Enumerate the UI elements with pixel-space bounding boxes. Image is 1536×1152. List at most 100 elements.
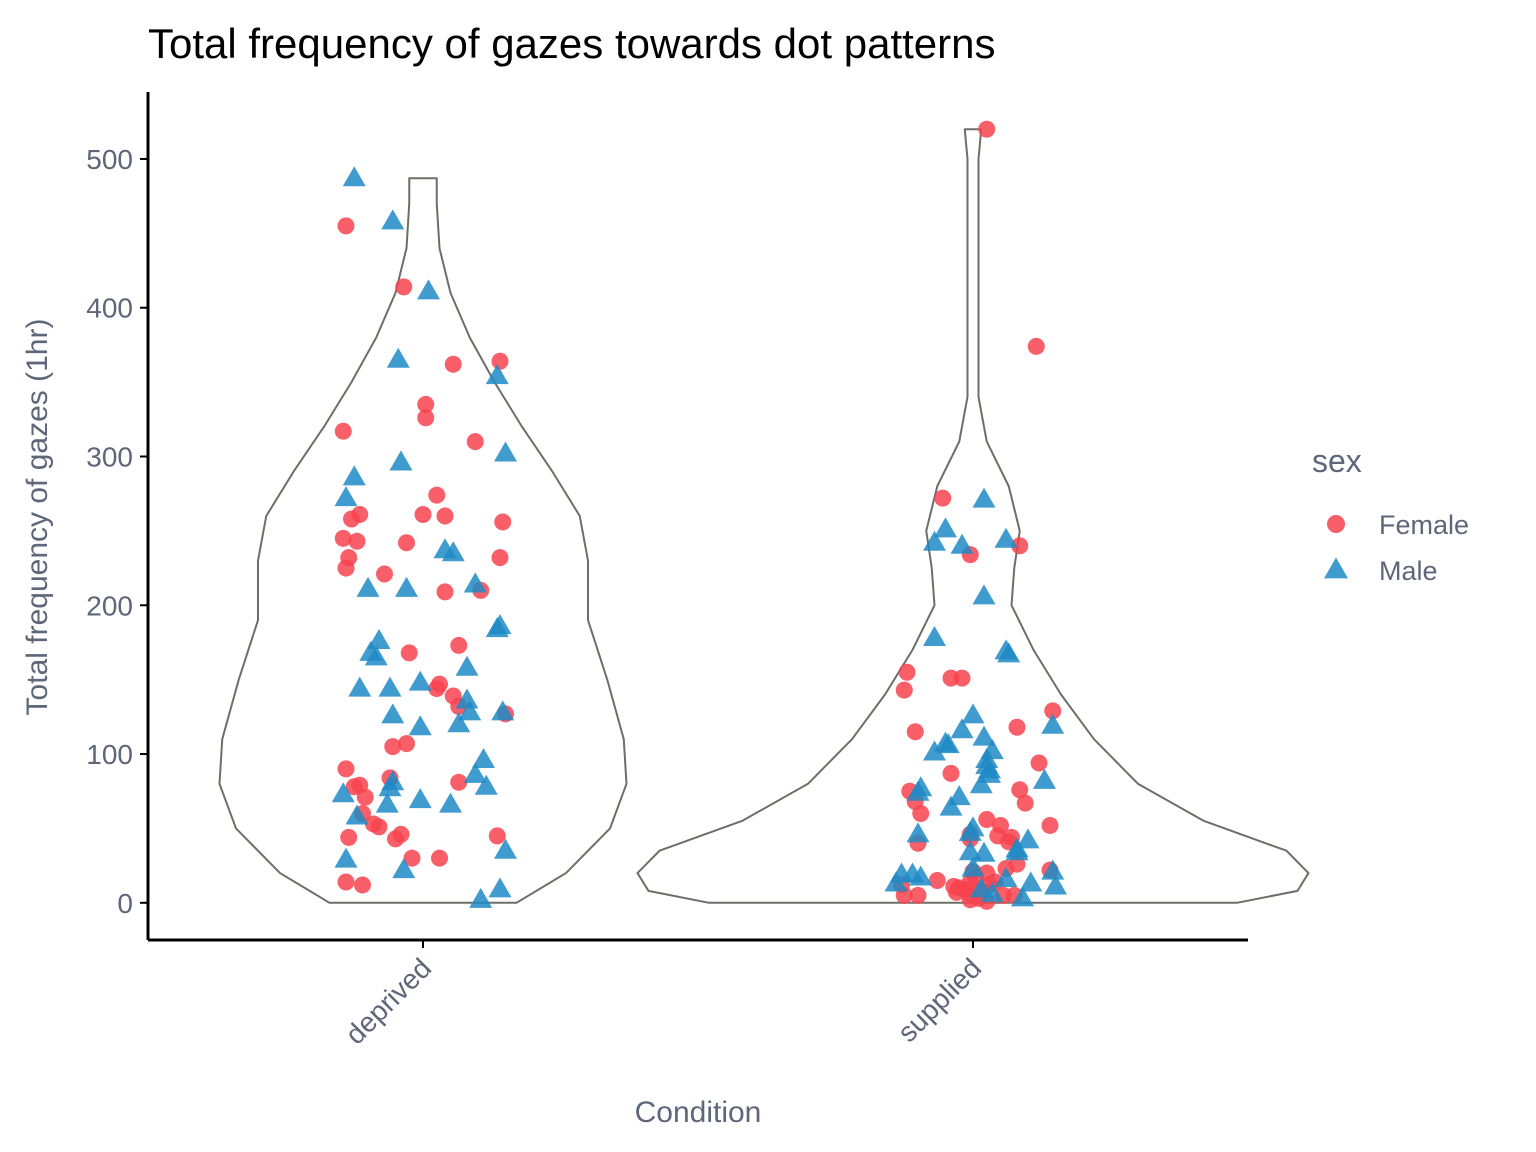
point-deprived-male [491,700,515,721]
point-deprived-female [428,486,446,504]
point-supplied-male [969,773,993,794]
plot-area [218,120,1310,910]
point-supplied-male [1041,859,1065,880]
point-deprived-female [417,409,435,427]
y-axis: 0 100 200 300 400 500 [86,92,150,940]
point-deprived-female [334,422,352,440]
point-supplied-male [923,625,946,646]
point-deprived-female [340,828,358,846]
point-supplied-male [884,871,908,892]
legend-key-male [1324,557,1348,579]
point-supplied-male [961,703,985,724]
point-deprived-male [375,792,399,813]
point-deprived-female [345,778,363,796]
point-deprived-female [398,735,415,753]
x-axis-title: Condition [635,1096,762,1129]
point-deprived-male [463,572,487,593]
point-supplied-male [934,517,957,538]
point-deprived-female [395,278,413,296]
point-supplied-male [909,865,933,886]
point-deprived-male [485,364,509,385]
point-deprived-female [444,355,462,373]
point-deprived-female [376,565,393,583]
y-tick-label: 100 [86,739,133,770]
point-deprived-female [450,773,468,791]
point-deprived-female [403,849,421,867]
point-deprived-female [337,760,355,778]
point-deprived-male [356,576,380,597]
point-deprived-male [455,655,479,676]
point-supplied-male [906,822,930,843]
x-tick-label-deprived: deprived [339,952,437,1050]
legend-title: sex [1312,443,1362,479]
point-deprived-female [398,534,415,552]
point-supplied-female [909,886,927,904]
point-supplied-female [1044,702,1062,720]
x-tick-label-supplied: supplied [892,952,988,1048]
point-supplied-female [906,723,924,741]
point-deprived-male [417,279,440,300]
violin-supplied [636,128,1310,904]
point-deprived-male [342,166,366,187]
point-deprived-male [447,712,471,733]
point-supplied-female [928,871,946,889]
point-supplied-male [950,718,974,739]
point-supplied-male [936,733,960,754]
point-deprived-female [384,738,402,756]
legend-label-male: Male [1379,556,1438,586]
point-supplied-female [942,764,960,782]
point-supplied-female [1041,816,1059,834]
legend-key-female [1327,515,1345,533]
point-supplied-male [906,780,930,801]
point-supplied-female [1011,537,1029,555]
point-deprived-female [334,529,352,547]
point-deprived-male [378,776,402,797]
point-supplied-male [961,856,985,877]
point-supplied-female [1008,718,1026,736]
point-deprived-female [417,395,435,413]
point-deprived-female [337,559,355,577]
point-deprived-male [408,715,432,736]
points-layer [331,120,1067,910]
point-deprived-female [491,352,509,370]
point-supplied-male [972,725,996,746]
point-deprived-male [488,877,512,898]
point-supplied-female [1011,781,1029,799]
point-deprived-female [431,849,448,867]
point-deprived-male [439,792,462,813]
violin-layer [218,128,1310,904]
point-supplied-male [997,642,1021,663]
y-axis-title: Total frequency of gazes (1hr) [21,319,54,716]
point-supplied-male [958,820,982,841]
point-supplied-male [972,584,996,605]
point-deprived-male [469,887,493,908]
point-supplied-female [1030,754,1048,772]
point-deprived-female [494,513,512,531]
point-supplied-male [939,795,963,816]
point-supplied-female [898,663,916,681]
point-deprived-female [436,583,454,601]
point-deprived-male [441,541,465,562]
point-deprived-male [348,676,372,697]
y-tick-label: 500 [86,144,133,175]
point-supplied-female [953,669,971,687]
point-supplied-male [923,740,946,761]
point-deprived-female [488,827,506,845]
point-supplied-female [948,883,965,901]
point-deprived-male [474,774,498,795]
point-deprived-female [436,507,454,525]
point-deprived-male [494,441,517,462]
point-supplied-male [923,530,946,551]
point-deprived-male [378,676,402,697]
point-deprived-male [389,450,413,471]
point-supplied-female [1016,794,1034,812]
point-deprived-male [331,782,355,803]
point-deprived-male [392,858,416,879]
point-deprived-male [494,838,517,859]
point-supplied-male [1011,886,1034,907]
point-deprived-male [408,670,432,691]
point-deprived-male [364,645,388,666]
point-supplied-male [994,866,1018,888]
point-deprived-male [485,617,509,638]
